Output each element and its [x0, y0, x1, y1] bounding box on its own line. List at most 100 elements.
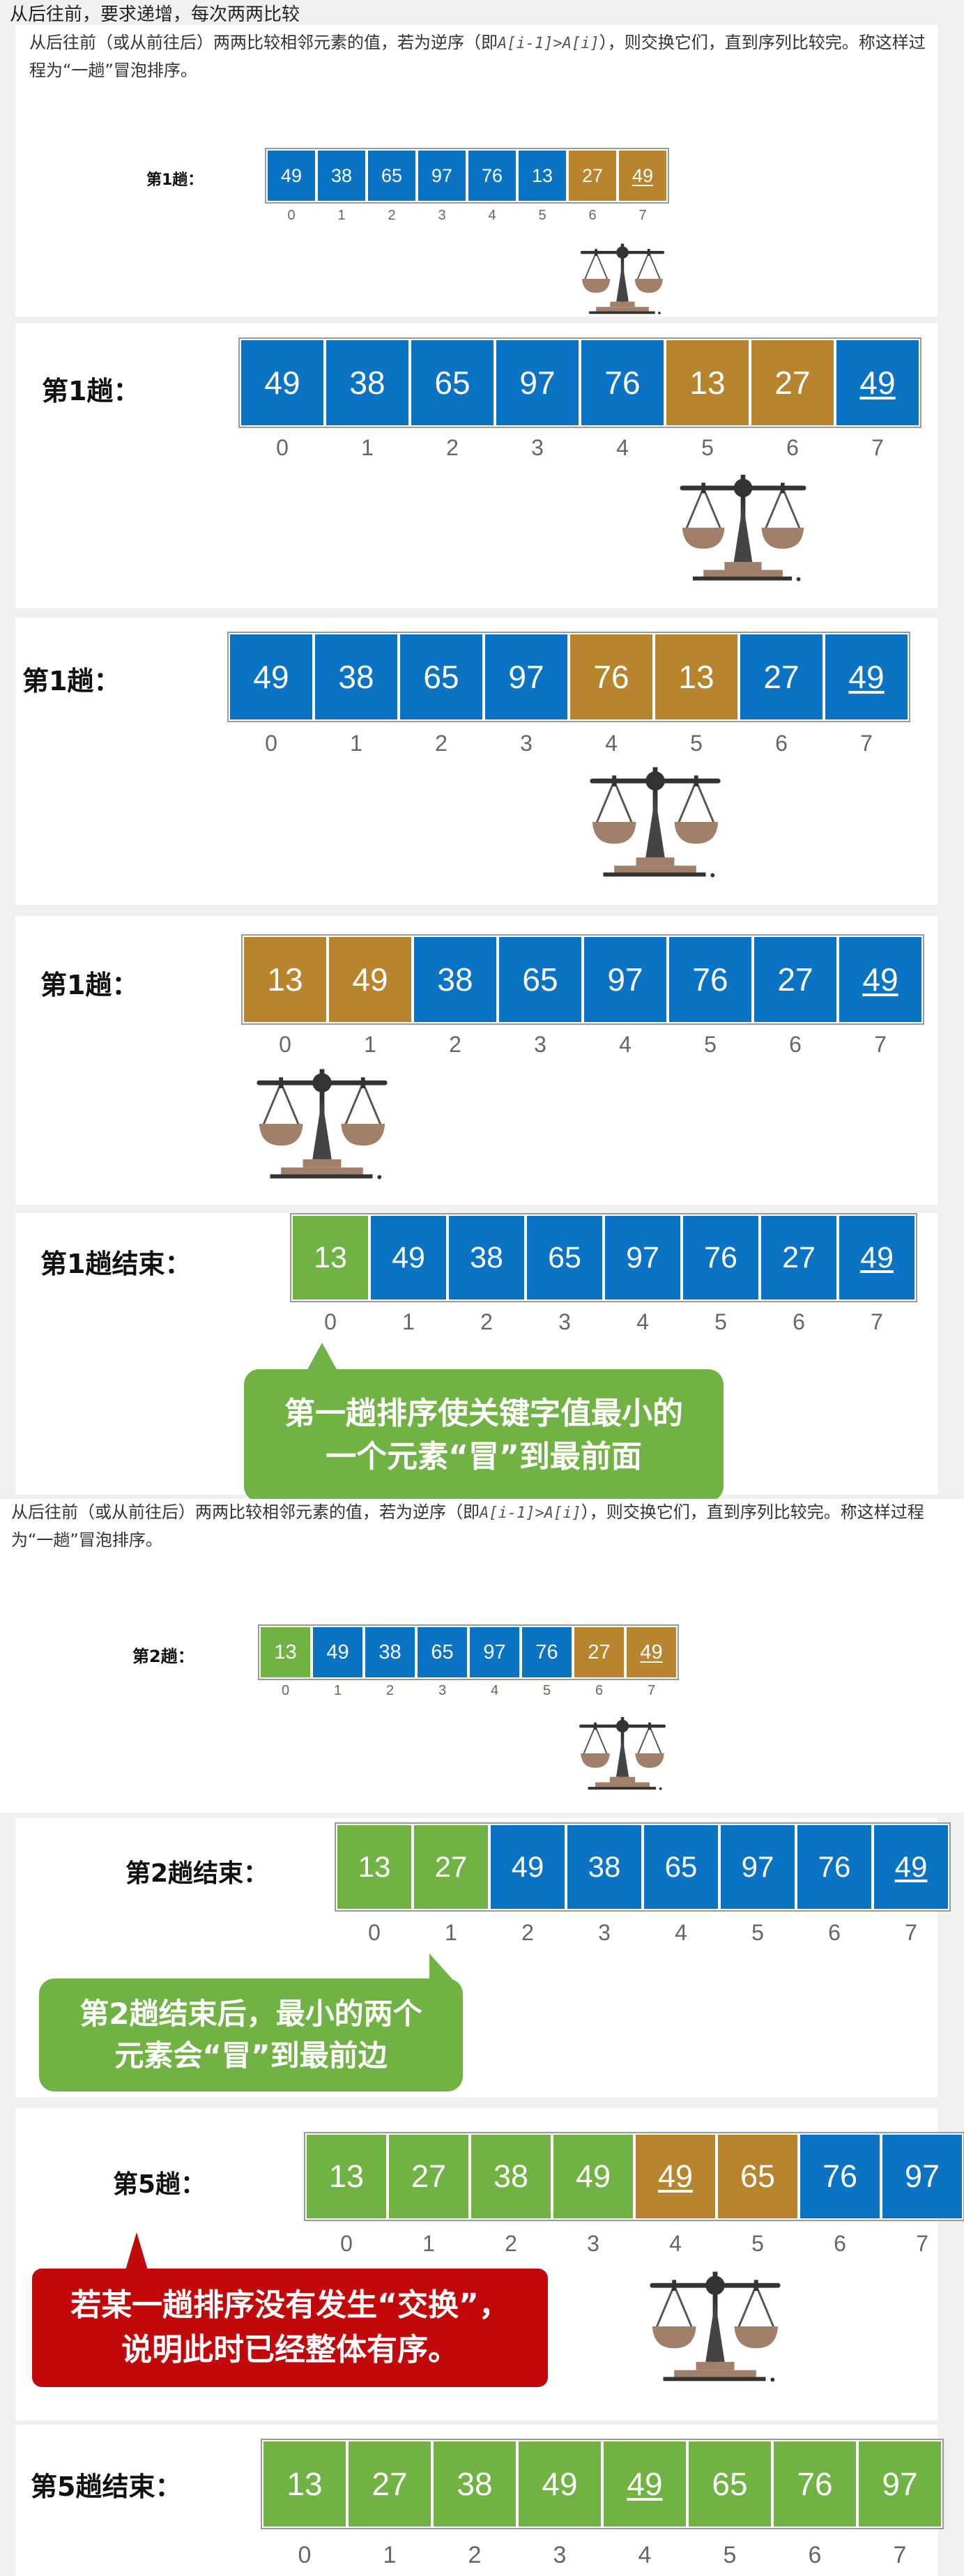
array-cell: 49 [634, 2133, 717, 2220]
array-cell: 76 [521, 1626, 573, 1679]
array-cell: 49 [240, 339, 325, 427]
array-box: 49 38 65 97 76 13 27 49 [238, 337, 921, 428]
array-cell: 49 [838, 1214, 916, 1301]
index-label: 4 [490, 1683, 499, 1698]
cell-value: 38 [437, 961, 473, 998]
index-label: 5 [714, 1309, 727, 1334]
array-cell: 13 [291, 1214, 369, 1301]
array-cell: 13 [517, 149, 567, 202]
cell-value: 38 [330, 165, 353, 186]
array-cell: 65 [367, 149, 417, 202]
array-cell: 49 [602, 2440, 687, 2528]
index-label: 2 [449, 1032, 461, 1057]
cell-value: 49 [632, 165, 654, 186]
cell-value: 65 [434, 365, 470, 401]
array-cell: 49 [489, 1824, 566, 1910]
array-cell: 38 [314, 633, 399, 721]
index-label: 7 [893, 2542, 907, 2568]
cell-value: 76 [822, 2158, 858, 2194]
cell-value: 97 [904, 2158, 940, 2194]
cell-value: 76 [593, 659, 629, 695]
index-label: 6 [828, 1920, 841, 1945]
index-row: 0 1 2 3 4 5 6 7 [240, 435, 920, 461]
cell-value: 65 [712, 2466, 748, 2502]
index-label: 3 [520, 731, 533, 756]
index-label: 1 [337, 208, 346, 223]
card-pass1-end: 第1趟结束： 13 49 38 65 97 76 27 49 0 1 2 3 4 5 6 7 [15, 1213, 938, 1495]
cell-value: 13 [678, 659, 714, 695]
array-cell: 97 [881, 2133, 963, 2220]
array-cell: 65 [399, 633, 484, 721]
cell-value: 97 [483, 1640, 506, 1663]
balance-scale-icon [577, 1705, 668, 1799]
array-cell: 13 [259, 1626, 312, 1679]
array-cell: 97 [495, 339, 580, 427]
array-cell: 49 [625, 1626, 678, 1679]
array-cell: 27 [388, 2133, 470, 2220]
cell-value: 76 [692, 961, 728, 998]
card-pass5-end: 第5趟结束： 13 27 38 49 49 65 76 97 0 1 2 3 4 5 6 7 [15, 2425, 944, 2576]
card-pass1-b: 第1趟： 49 38 65 97 76 13 27 49 0 1 2 3 4 5 6 7 [15, 323, 938, 608]
index-label: 2 [385, 1683, 395, 1698]
cell-value: 13 [267, 961, 303, 998]
pass-label: 第1趟结束： [40, 1249, 192, 1279]
card-pass1-c: 第1趟： 49 38 65 97 76 13 27 49 0 1 2 3 4 5 6 7 [15, 618, 938, 905]
array-cell: 49 [369, 1214, 447, 1301]
array-cell: 97 [604, 1214, 682, 1301]
cell-value: 49 [253, 659, 289, 695]
pass-label: 第1趟： [40, 970, 139, 1000]
array-cell: 27 [347, 2440, 432, 2528]
index-label: 1 [402, 1309, 415, 1334]
array-cell: 27 [750, 339, 835, 427]
index-label: 7 [916, 2231, 928, 2256]
array-box: 13 27 38 49 49 65 76 97 [261, 2439, 944, 2529]
cell-value: 27 [774, 365, 811, 401]
index-label: 6 [793, 1309, 805, 1334]
cell-value: 13 [358, 1850, 391, 1883]
index-row: 0 1 2 3 4 5 6 7 [259, 1683, 678, 1699]
bubble-line: 说明此时已经整体有序。 [121, 2332, 459, 2368]
array-cell: 49 [838, 936, 923, 1023]
cell-value: 97 [519, 365, 556, 401]
cell-value: 38 [378, 1640, 401, 1663]
cell-value: 27 [777, 961, 813, 998]
intro-prefix: 从后往前（或从前往后）两两比较相邻元素的值，若为逆序（即 [29, 33, 498, 52]
index-label: 5 [542, 1683, 551, 1698]
index-row: 0 1 2 3 4 5 6 7 [262, 2542, 942, 2569]
array-cell: 49 [824, 633, 909, 721]
cell-value: 49 [862, 961, 898, 998]
array-box: 13 27 49 38 65 97 76 49 [335, 1822, 951, 1912]
pass-label: 第1趟： [42, 376, 140, 406]
index-label: 3 [587, 2231, 599, 2256]
bubble-tail [429, 1953, 453, 1980]
index-label: 1 [361, 435, 374, 460]
array-cell: 76 [580, 339, 665, 427]
index-label: 2 [480, 1309, 493, 1334]
array-cell: 97 [719, 1824, 796, 1910]
index-label: 1 [383, 2542, 397, 2568]
cell-value: 65 [522, 961, 558, 998]
index-label: 3 [598, 1920, 611, 1945]
bubble-line: 元素会“冒”到最前边 [114, 2038, 388, 2073]
cell-value: 27 [434, 1850, 468, 1883]
cell-value: 27 [763, 659, 799, 695]
array-box: 13 49 38 65 97 76 27 49 [258, 1624, 679, 1680]
cell-value: 13 [286, 2466, 323, 2502]
array-cell: 27 [739, 633, 824, 721]
array-cell: 49 [328, 936, 413, 1023]
explanation-bubble: 第一趟排序使关键字值最小的 一个元素“冒”到最前面 [244, 1343, 724, 1502]
index-label: 7 [647, 1683, 656, 1698]
index-label: 7 [860, 731, 873, 756]
index-label: 4 [616, 435, 629, 460]
array-cell: 76 [772, 2440, 857, 2528]
array-cell: 49 [312, 1626, 364, 1679]
bubble-line: 若某一趟排序没有发生“交换”， [70, 2287, 510, 2323]
pass-label: 第5趟： [113, 2170, 206, 2199]
array-cell: 65 [416, 1626, 468, 1679]
index-label: 0 [265, 731, 277, 756]
array-cell: 65 [410, 339, 495, 427]
cell-value: 97 [607, 961, 643, 998]
cell-value: 38 [493, 2158, 529, 2194]
index-label: 1 [422, 2231, 435, 2256]
cell-value: 49 [848, 659, 885, 695]
